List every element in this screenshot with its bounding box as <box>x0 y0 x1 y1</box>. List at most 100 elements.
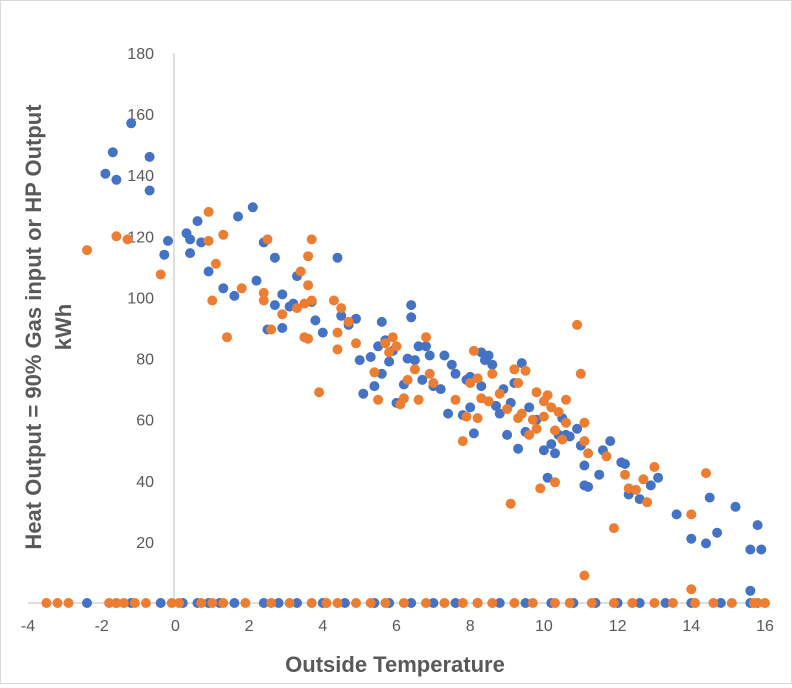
data-point-blue <box>428 598 439 608</box>
data-point-blue <box>660 598 671 608</box>
x-tick-label: -4 <box>21 618 35 635</box>
data-point-orange <box>546 402 557 413</box>
data-point-blue <box>233 211 243 222</box>
data-point-orange <box>642 497 653 508</box>
data-point-blue <box>491 400 501 411</box>
x-tick-label: 10 <box>535 618 553 635</box>
data-point-orange <box>708 598 719 608</box>
data-point-blue <box>494 598 505 608</box>
data-point-orange <box>203 235 214 246</box>
data-point-orange <box>266 598 277 608</box>
data-point-blue <box>126 118 137 129</box>
data-point-orange <box>472 598 483 608</box>
data-point-orange <box>527 598 538 608</box>
data-point-orange <box>421 332 431 343</box>
data-point-orange <box>487 368 498 379</box>
data-point-orange <box>531 423 542 434</box>
data-point-orange <box>174 598 185 608</box>
data-point-orange <box>332 327 343 338</box>
data-point-orange <box>509 598 520 608</box>
data-point-blue <box>634 598 645 608</box>
data-point-orange <box>516 408 527 419</box>
data-point-orange <box>262 234 273 245</box>
data-point-blue <box>653 472 664 483</box>
data-point-orange <box>41 598 52 608</box>
data-point-orange <box>421 598 431 608</box>
data-point-blue <box>292 598 302 608</box>
data-point-orange <box>295 266 306 277</box>
x-tick-label: 4 <box>318 618 327 635</box>
data-point-blue <box>686 533 697 544</box>
data-point-orange <box>236 283 247 294</box>
data-point-orange <box>428 378 439 388</box>
data-point-orange <box>520 365 531 376</box>
x-axis-label: Outside Temperature <box>285 652 505 677</box>
data-point-blue <box>468 428 479 439</box>
data-point-orange <box>413 394 424 405</box>
data-point-blue <box>317 327 328 338</box>
data-point-orange <box>439 598 450 608</box>
data-point-orange <box>82 245 92 256</box>
data-point-orange <box>240 598 251 608</box>
data-point-blue <box>701 538 711 549</box>
data-point-orange <box>387 332 398 343</box>
data-point-blue <box>163 235 173 246</box>
data-point-blue <box>185 248 196 259</box>
data-point-orange <box>575 368 586 379</box>
data-point-orange <box>306 598 317 608</box>
data-point-orange <box>292 303 302 314</box>
data-point-orange <box>550 598 560 608</box>
data-point-orange <box>608 598 619 608</box>
data-point-orange <box>457 598 468 608</box>
y-tick-label: 180 <box>127 46 154 63</box>
data-point-orange <box>579 436 590 447</box>
data-point-blue <box>756 544 767 555</box>
data-point-blue <box>572 423 583 434</box>
data-point-orange <box>472 413 483 424</box>
data-point-orange <box>608 523 619 534</box>
data-point-orange <box>369 367 380 378</box>
data-point-orange <box>468 345 479 356</box>
data-point-blue <box>273 598 284 608</box>
data-point-orange <box>505 498 516 509</box>
data-point-orange <box>542 390 553 401</box>
data-point-orange <box>461 411 472 422</box>
data-point-blue <box>155 598 166 608</box>
data-point-orange <box>321 598 332 608</box>
data-point-blue <box>365 352 376 362</box>
data-point-blue <box>409 355 420 366</box>
y-axis-label-line-1: Heat Output = 90% Gas input or HP Output <box>21 104 46 550</box>
data-point-blue <box>406 312 417 323</box>
data-point-orange <box>391 341 402 352</box>
data-point-orange <box>586 598 597 608</box>
x-tick-label: 16 <box>756 618 774 635</box>
x-tick-label: 12 <box>609 618 627 635</box>
data-point-blue <box>579 460 590 471</box>
data-point-blue <box>376 316 387 327</box>
data-point-orange <box>140 598 151 608</box>
data-point-orange <box>564 598 575 608</box>
data-point-orange <box>550 477 560 488</box>
data-point-orange <box>203 206 214 217</box>
data-point-orange <box>380 598 391 608</box>
data-point-orange <box>373 394 384 405</box>
data-point-orange <box>483 396 494 407</box>
data-point-orange <box>314 387 325 398</box>
data-point-orange <box>218 229 229 240</box>
data-point-blue <box>406 598 417 608</box>
data-point-blue <box>542 472 553 483</box>
y-tick-label: 20 <box>136 535 154 552</box>
y-tick-label: 120 <box>127 229 154 246</box>
data-point-blue <box>439 350 450 361</box>
data-point-orange <box>207 295 218 306</box>
data-point-blue <box>159 249 170 260</box>
data-point-orange <box>450 394 461 405</box>
data-point-orange <box>328 295 339 306</box>
data-point-orange <box>557 434 568 445</box>
data-point-orange <box>398 393 409 404</box>
data-point-orange <box>207 598 218 608</box>
data-point-orange <box>384 347 395 358</box>
data-point-orange <box>129 598 140 608</box>
data-point-orange <box>303 333 314 344</box>
